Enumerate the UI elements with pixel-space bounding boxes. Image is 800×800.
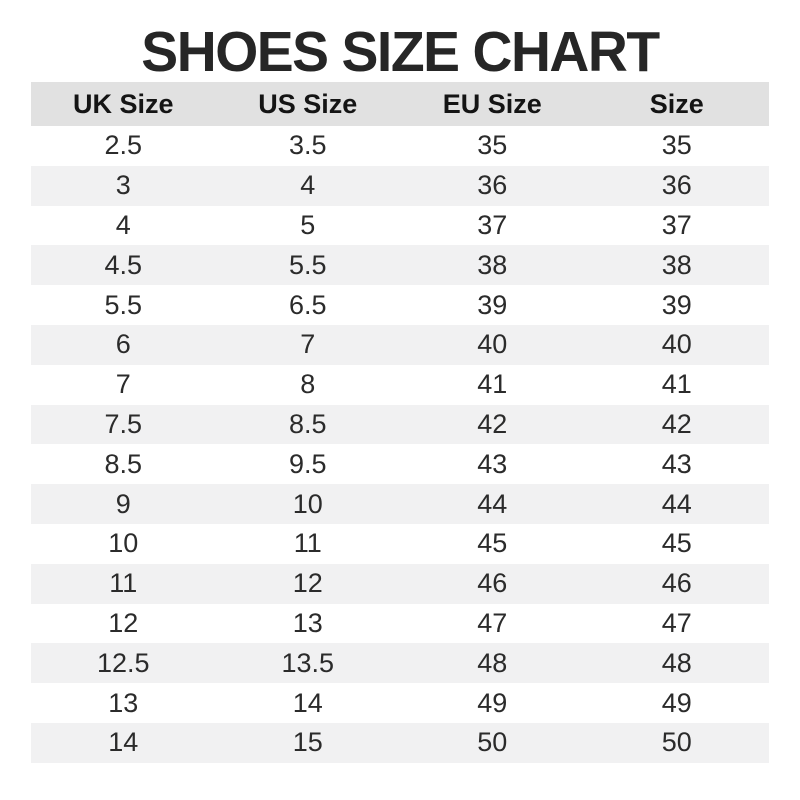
table-cell: 4 [300, 170, 316, 201]
table-cell: 2.5 [104, 130, 143, 161]
table-row: 4.5 5.5 38 38 [31, 245, 769, 286]
table-cell: 38 [477, 249, 508, 280]
table-cell: 41 [477, 369, 508, 400]
table-cell: 11 [109, 568, 138, 599]
table-cell: 10 [108, 528, 139, 559]
table-cell: 12 [292, 568, 323, 599]
table-cell: 15 [292, 727, 323, 758]
table-row: 10 11 45 45 [31, 523, 769, 564]
table-cell: 46 [661, 568, 692, 599]
table-row: 7 8 41 41 [31, 364, 769, 405]
table-cell: 45 [661, 528, 692, 559]
table-cell: 44 [661, 488, 692, 519]
table-cell: 8 [300, 369, 316, 400]
table-cell: 37 [661, 209, 692, 240]
table-cell: 36 [661, 170, 692, 201]
table-cell: 37 [477, 209, 508, 240]
table-cell: 3.5 [288, 130, 327, 161]
table-row: 13 14 49 49 [31, 683, 769, 723]
table-row: 5.5 6.5 39 39 [31, 285, 769, 325]
table-row: 6 7 40 40 [31, 324, 769, 365]
table-cell: 39 [661, 289, 692, 320]
table-cell: 47 [477, 607, 508, 638]
table-cell: 8.5 [104, 448, 143, 479]
table-cell: 50 [661, 727, 692, 758]
table-cell: 9.5 [288, 448, 327, 479]
table-header-row: UK Size US Size EU Size Size [31, 82, 769, 126]
table-cell: 43 [477, 448, 508, 479]
table-cell: 12.5 [96, 647, 150, 678]
column-header-size: Size [584, 82, 769, 126]
size-conversion-table: UK Size US Size EU Size Size 2.5 3.5 35 35 3… [31, 82, 769, 763]
table-cell: 5.5 [104, 289, 143, 320]
table-cell: 4.5 [104, 249, 143, 280]
table-cell: 38 [661, 249, 692, 280]
table-row: 12 13 47 47 [31, 603, 769, 644]
table-cell: 45 [477, 528, 508, 559]
table-cell: 6.5 [288, 289, 327, 320]
table-cell: 35 [661, 130, 692, 161]
table-row: 8.5 9.5 43 43 [31, 444, 769, 485]
table-cell: 13 [108, 687, 139, 718]
table-cell: 3 [115, 170, 131, 201]
table-cell: 49 [477, 687, 508, 718]
column-header-us-size: US Size [215, 82, 400, 126]
table-cell: 14 [292, 687, 323, 718]
table-cell: 36 [477, 170, 508, 201]
table-cell: 47 [661, 607, 692, 638]
column-header-uk-size: UK Size [31, 82, 216, 126]
page-title: SHOES SIZE CHART [141, 20, 660, 84]
column-header-eu-size: EU Size [400, 82, 585, 126]
table-cell: 5 [300, 209, 316, 240]
table-cell: 43 [661, 448, 692, 479]
table-cell: 8.5 [288, 408, 327, 439]
table-cell: 13.5 [281, 647, 335, 678]
table-cell: 5.5 [288, 249, 327, 280]
table-cell: 7 [115, 369, 131, 400]
table-row: 3 4 36 36 [31, 165, 769, 206]
table-header: UK Size US Size EU Size Size [31, 82, 769, 126]
table-cell: 42 [661, 408, 692, 439]
table-cell: 13 [292, 607, 323, 638]
table-cell: 9 [115, 488, 131, 519]
table-row: 9 10 44 44 [31, 484, 769, 524]
table-cell: 50 [477, 727, 508, 758]
table-row: 14 15 50 50 [31, 722, 769, 763]
table-cell: 35 [477, 130, 508, 161]
table-row: 11 12 46 46 [31, 563, 769, 604]
table-cell: 6 [115, 329, 131, 360]
table-cell: 11 [293, 528, 322, 559]
table-cell: 39 [477, 289, 508, 320]
table-cell: 48 [477, 647, 508, 678]
table-body: 2.5 3.5 35 35 3 4 36 36 4 5 37 37 4.5 5.5 38 38 5.5 6.5 39… [31, 126, 769, 763]
table-cell: 14 [108, 727, 139, 758]
table-cell: 42 [477, 408, 508, 439]
table-cell: 10 [292, 488, 323, 519]
table-cell: 49 [661, 687, 692, 718]
table-cell: 12 [108, 607, 139, 638]
table-cell: 48 [661, 647, 692, 678]
table-cell: 7.5 [104, 408, 143, 439]
table-cell: 4 [115, 209, 131, 240]
table-row: 2.5 3.5 35 35 [31, 126, 769, 166]
table-cell: 44 [477, 488, 508, 519]
table-row: 12.5 13.5 48 48 [31, 643, 769, 684]
table-cell: 40 [477, 329, 508, 360]
table-cell: 46 [477, 568, 508, 599]
table-row: 4 5 37 37 [31, 205, 769, 246]
table-cell: 40 [661, 329, 692, 360]
table-cell: 7 [300, 329, 316, 360]
table-cell: 41 [661, 369, 692, 400]
table-row: 7.5 8.5 42 42 [31, 404, 769, 445]
